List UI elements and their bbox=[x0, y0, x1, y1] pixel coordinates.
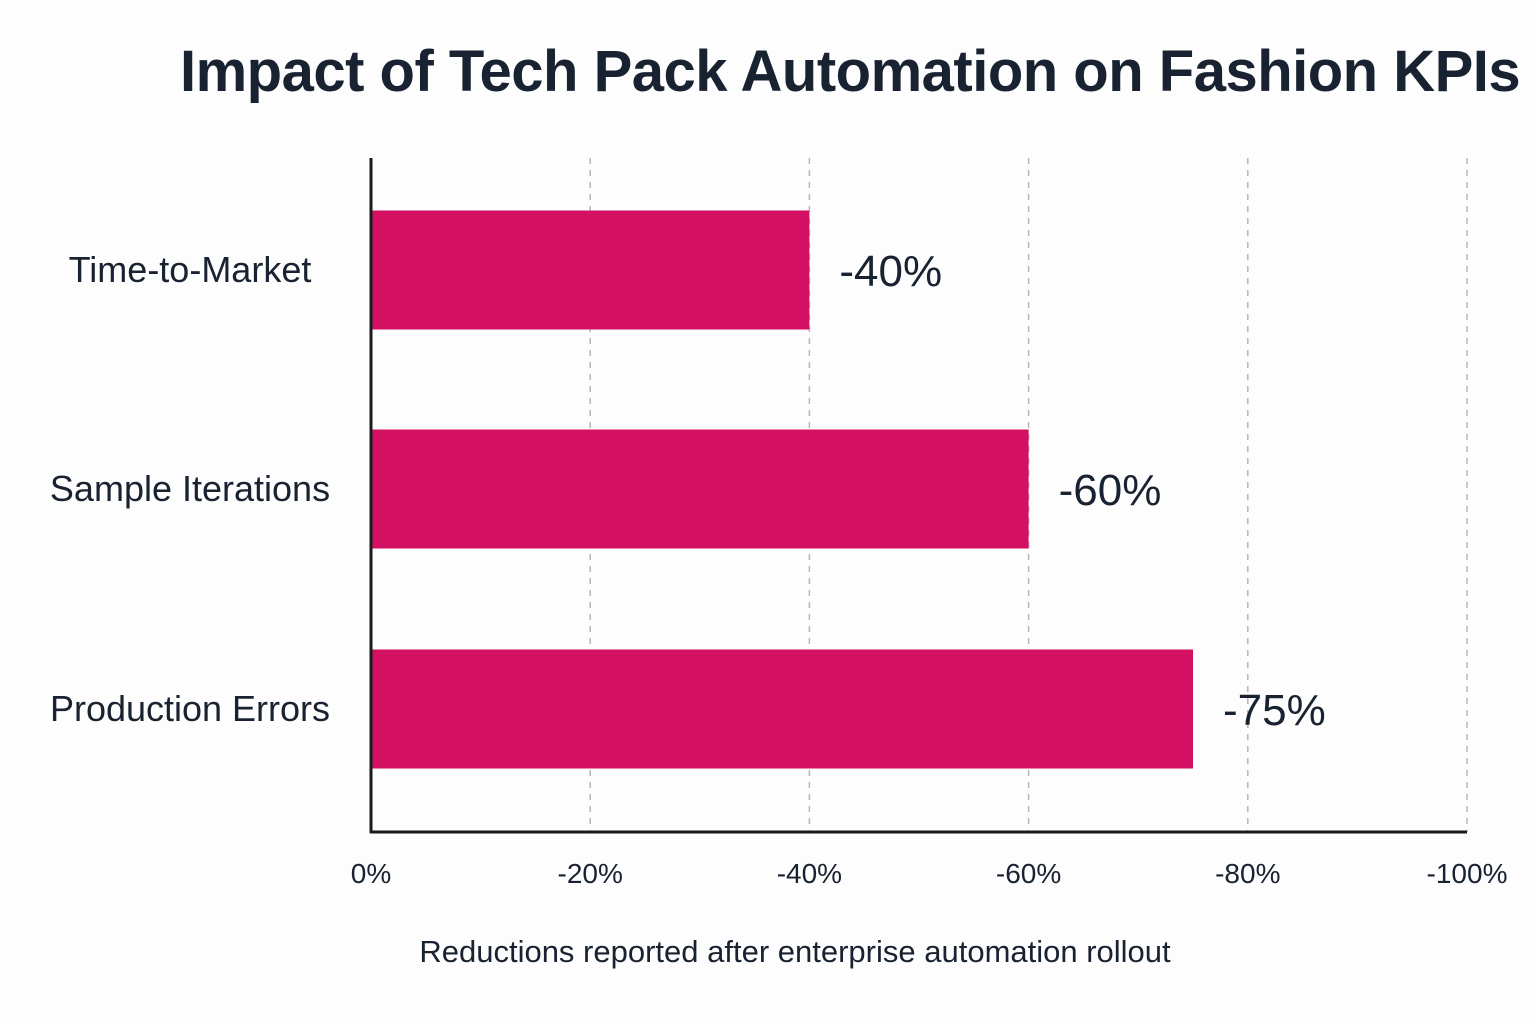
bar bbox=[371, 210, 810, 330]
category-label: Time-to-Market bbox=[69, 249, 312, 290]
bar bbox=[371, 429, 1029, 549]
category-labels: Time-to-Market Sample Iterations Productio… bbox=[50, 249, 330, 729]
x-tick-label: -60% bbox=[996, 858, 1061, 889]
x-tick-label: -20% bbox=[558, 858, 623, 889]
x-tick-label: -100% bbox=[1427, 858, 1508, 889]
value-label: -40% bbox=[839, 247, 942, 296]
x-tick-labels: 0% -20% -40% -60% -80% -100% bbox=[351, 858, 1508, 889]
axes bbox=[369, 158, 1467, 834]
value-label: -60% bbox=[1059, 466, 1162, 515]
x-tick-label: -80% bbox=[1215, 858, 1280, 889]
bar bbox=[371, 649, 1193, 769]
category-label: Production Errors bbox=[50, 688, 330, 729]
category-label: Sample Iterations bbox=[50, 468, 330, 509]
x-axis-title: Reductions reported after enterprise aut… bbox=[419, 934, 1171, 969]
chart-title: Impact of Tech Pack Automation on Fashio… bbox=[180, 39, 1521, 104]
bars bbox=[371, 210, 1193, 769]
value-label: -75% bbox=[1223, 686, 1326, 735]
x-tick-label: -40% bbox=[777, 858, 842, 889]
value-labels: -40% -60% -75% bbox=[839, 247, 1325, 735]
x-tick-label: 0% bbox=[351, 858, 391, 889]
